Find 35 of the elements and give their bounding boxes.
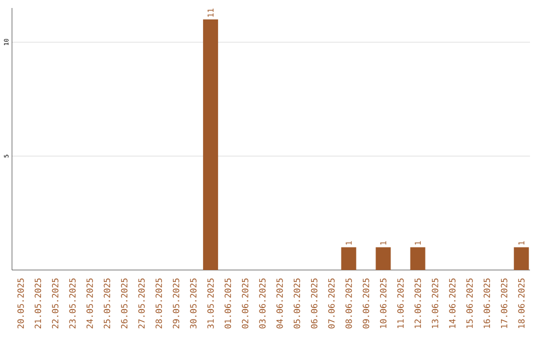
- x-tick-label: 06.06.2025: [310, 278, 318, 328]
- x-tick-label: 17.06.2025: [500, 278, 508, 328]
- data-label: 11: [208, 8, 214, 17]
- x-tick-label: 09.06.2025: [362, 278, 370, 328]
- x-tick-label: 27.05.2025: [138, 278, 145, 328]
- x-tick-label: 26.05.2025: [121, 278, 128, 328]
- x-tick-label: 12.06.2025: [414, 278, 421, 328]
- x-tick-label: 01.06.2025: [224, 278, 232, 328]
- x-tick-label: 22.05.2025: [52, 278, 58, 328]
- x-tick-label: 29.05.2025: [172, 278, 180, 328]
- x-tick-label: 15.06.2025: [466, 278, 473, 328]
- data-label: 1: [414, 241, 421, 245]
- x-tick-label: 16.06.2025: [484, 278, 490, 328]
- x-tick-label: 14.06.2025: [449, 278, 456, 328]
- x-tick-label: 23.05.2025: [69, 278, 76, 328]
- x-tick-label: 02.06.2025: [242, 278, 248, 328]
- x-tick-label: 31.05.2025: [207, 278, 214, 328]
- x-tick-label: 25.05.2025: [104, 278, 110, 328]
- x-tick-label: 18.06.2025: [518, 278, 525, 328]
- x-tick-label: 21.05.2025: [34, 278, 42, 328]
- x-tick-label: 30.05.2025: [190, 278, 197, 328]
- x-tick-label: 07.06.2025: [328, 278, 335, 328]
- x-tick-label: 03.06.2025: [259, 278, 266, 328]
- x-tick-label: 13.06.2025: [432, 278, 438, 328]
- data-label: 1: [518, 241, 524, 245]
- x-tick-label: 11.06.2025: [397, 278, 404, 328]
- x-tick-label: 08.06.2025: [345, 278, 352, 328]
- x-tick-label: 10.06.2025: [380, 278, 386, 328]
- x-tick-label: 20.05.2025: [17, 278, 24, 328]
- x-tick-label: 04.06.2025: [276, 278, 283, 328]
- x-tick-label: 24.05.2025: [86, 278, 93, 328]
- x-tick-label: 28.05.2025: [156, 278, 162, 328]
- data-label: 1: [346, 241, 352, 245]
- data-label: 1: [380, 241, 386, 245]
- x-tick-label: 05.06.2025: [294, 278, 300, 328]
